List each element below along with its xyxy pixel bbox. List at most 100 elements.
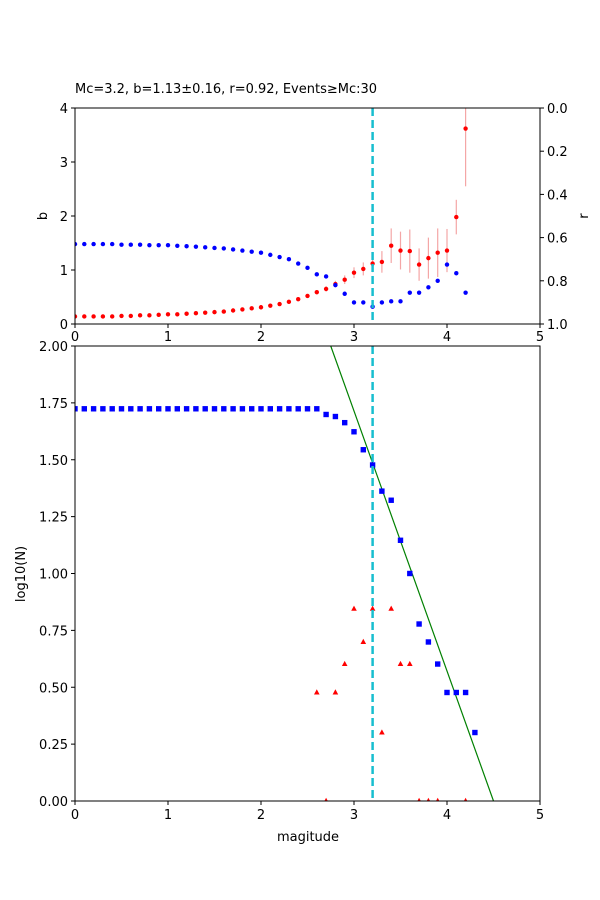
cumulative-count-point bbox=[221, 406, 227, 412]
top-r-point bbox=[379, 300, 385, 305]
top-b-point bbox=[268, 303, 273, 308]
bottom-xtick-label: 2 bbox=[257, 808, 265, 823]
top-ytick-left-label: 3 bbox=[60, 156, 68, 171]
cumulative-count-point bbox=[267, 406, 273, 412]
cumulative-count-point bbox=[239, 406, 246, 412]
top-r-point bbox=[277, 254, 282, 260]
top-r-point bbox=[119, 242, 124, 247]
noncumulative-count-point bbox=[463, 797, 468, 801]
cumulative-count-point bbox=[156, 406, 162, 412]
bottom-xlabel: magitude bbox=[277, 830, 339, 845]
top-b-point bbox=[75, 314, 78, 319]
top-r-point bbox=[249, 249, 254, 254]
top-r-point bbox=[137, 242, 143, 247]
top-b-point bbox=[240, 307, 245, 312]
top-ylabel-right: r bbox=[577, 213, 592, 219]
top-xtick-label: 5 bbox=[536, 330, 544, 345]
top-b-point bbox=[389, 243, 394, 248]
bottom-ytick-label: 1.50 bbox=[39, 454, 68, 469]
bottom-xtick-label: 5 bbox=[536, 808, 544, 823]
noncumulative-count-point bbox=[426, 797, 431, 801]
bottom-y-ticks: 0.00 0.25 0.50 0.75 1.00 1.25 1.50 1.75 2.00 bbox=[39, 340, 75, 810]
noncumulative-count-point bbox=[369, 605, 376, 611]
bottom-x-ticks: 0 1 2 3 4 5 bbox=[71, 801, 544, 823]
bottom-panel: 0 1 2 3 4 5 0.00 0.25 0.50 0.75 1.00 1.25 1.50 1.75 2… bbox=[14, 340, 544, 845]
noncumulative-count-point bbox=[388, 605, 394, 611]
noncumulative-count-point bbox=[397, 660, 404, 667]
bottom-xtick-label: 4 bbox=[443, 808, 451, 823]
top-b-point bbox=[119, 313, 124, 319]
top-r-point bbox=[156, 242, 161, 248]
top-r-point bbox=[351, 300, 357, 305]
cumulative-count-point bbox=[462, 689, 469, 696]
cumulative-count-point bbox=[304, 406, 311, 412]
top-r-point bbox=[128, 242, 133, 247]
top-r-point bbox=[296, 261, 301, 266]
top-plot-frame bbox=[74, 107, 541, 325]
top-r-point bbox=[361, 300, 366, 305]
top-b-point bbox=[323, 286, 329, 292]
top-b-point bbox=[203, 310, 208, 315]
cumulative-count-point bbox=[258, 406, 264, 412]
top-b-point bbox=[100, 314, 106, 319]
cumulative-count-point bbox=[165, 406, 171, 412]
top-b-point bbox=[175, 312, 180, 317]
cumulative-count-point bbox=[416, 621, 422, 627]
bottom-plot-area bbox=[75, 346, 495, 801]
top-ytick-left-label: 4 bbox=[60, 102, 68, 117]
noncumulative-count-point bbox=[341, 660, 348, 667]
bottom-plot-frame bbox=[74, 345, 541, 802]
top-r-point bbox=[416, 290, 422, 295]
top-ytick-left-label: 2 bbox=[60, 210, 68, 225]
cumulative-count-point bbox=[230, 406, 236, 412]
top-r-point bbox=[258, 250, 264, 255]
noncumulative-count-point bbox=[314, 689, 320, 695]
bottom-ylabel: log10(N) bbox=[14, 546, 29, 602]
cumulative-count-point bbox=[379, 488, 385, 494]
top-xtick-label: 2 bbox=[257, 330, 265, 345]
top-r-point bbox=[286, 257, 292, 262]
top-r-point bbox=[212, 245, 217, 251]
cumulative-count-point bbox=[472, 729, 478, 736]
top-xtick-label: 4 bbox=[443, 330, 451, 345]
top-r-point bbox=[165, 242, 171, 248]
top-b-point bbox=[361, 266, 366, 272]
top-r-point bbox=[203, 245, 208, 250]
top-b-point bbox=[193, 311, 199, 316]
top-b-point bbox=[137, 313, 143, 318]
bottom-ytick-label: 0.75 bbox=[39, 624, 68, 639]
top-b-point bbox=[184, 311, 189, 316]
top-r-point bbox=[91, 241, 96, 247]
cumulative-count-point bbox=[314, 406, 320, 412]
top-b-point bbox=[435, 250, 440, 255]
noncumulative-count-point bbox=[417, 797, 421, 801]
top-b-point bbox=[426, 255, 431, 261]
top-xtick-label: 1 bbox=[164, 330, 172, 345]
bottom-ytick-label: 1.75 bbox=[39, 397, 68, 412]
top-r-point bbox=[100, 241, 106, 247]
top-r-point bbox=[147, 242, 152, 248]
top-y-ticks-left: 0 1 2 3 4 bbox=[60, 102, 75, 333]
top-r-point bbox=[75, 241, 78, 247]
top-r-point bbox=[435, 278, 440, 283]
top-r-point bbox=[184, 244, 189, 249]
bottom-ytick-label: 0.50 bbox=[39, 681, 68, 696]
top-b-point bbox=[110, 314, 115, 319]
top-xtick-label: 3 bbox=[350, 330, 358, 345]
cumulative-count-point bbox=[407, 570, 413, 577]
top-ylabel-left: b bbox=[36, 212, 51, 220]
top-b-point bbox=[156, 312, 161, 318]
top-b-point bbox=[277, 301, 282, 307]
top-r-point bbox=[230, 247, 236, 252]
noncumulative-count-point bbox=[379, 729, 385, 735]
top-r-point bbox=[398, 299, 403, 304]
cumulative-count-point bbox=[109, 406, 115, 412]
top-r-point bbox=[82, 241, 87, 247]
cumulative-count-point bbox=[118, 406, 125, 412]
top-ytick-right-label: 0.2 bbox=[547, 145, 568, 160]
cumulative-count-point bbox=[351, 429, 357, 435]
top-b-point bbox=[398, 248, 403, 253]
top-r-point bbox=[314, 272, 319, 277]
top-r-point bbox=[323, 274, 329, 279]
top-ytick-right-label: 1.0 bbox=[547, 318, 568, 333]
